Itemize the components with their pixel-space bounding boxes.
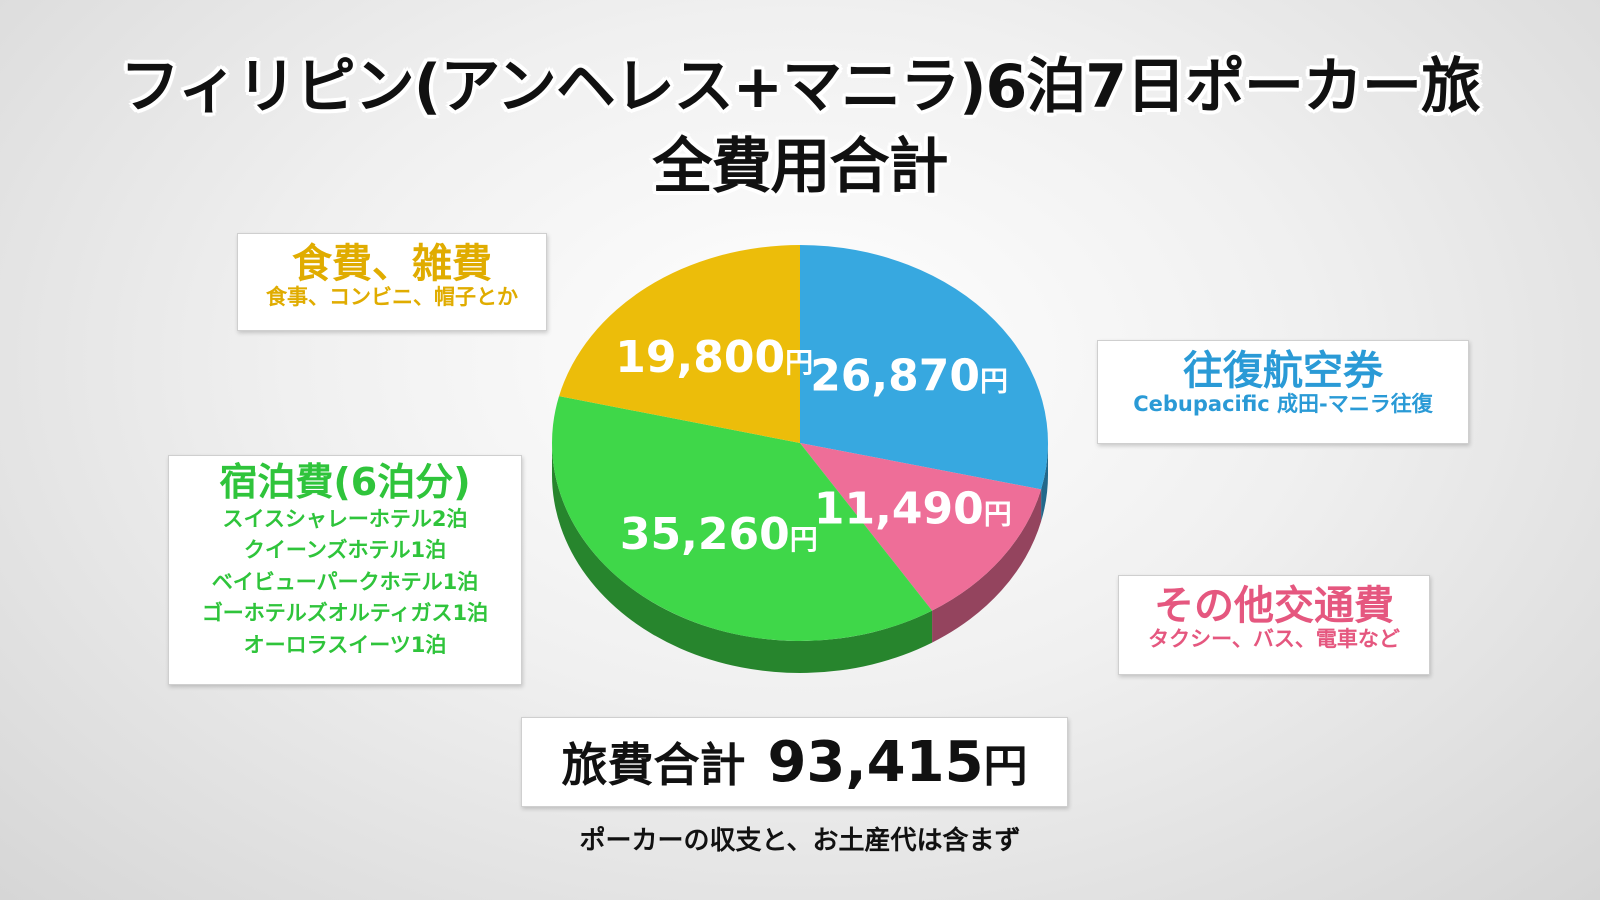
hotel-item: ゴーホテルズオルティガス1泊 [201, 601, 489, 626]
pie-slice [559, 245, 800, 443]
label-flight-title: 往復航空券 [1183, 348, 1383, 394]
hotel-item: ベイビューパークホテル1泊 [211, 569, 479, 594]
slice-value-label: 26,870円 [810, 350, 1008, 401]
pie-side-segment [932, 489, 1042, 643]
total-value: 93,415 [767, 729, 984, 795]
label-transport-title: その他交通費 [1154, 583, 1394, 629]
slice-value-label: 35,260円 [620, 509, 818, 560]
footnote: ポーカーの収支と、お土産代は含まず [579, 826, 1021, 856]
label-flight: 往復航空券 Cebupacific 成田-マニラ往復 [1097, 340, 1469, 444]
label-food-title: 食費、雑費 [292, 241, 492, 287]
total-unit: 円 [983, 741, 1028, 792]
chart-title: フィリピン(アンヘレス+マニラ)6泊7日ポーカー旅 [119, 52, 1481, 122]
total-box: 旅費合計 93,415 円 [521, 717, 1068, 807]
label-flight-sub: Cebupacific 成田-マニラ往復 [1133, 392, 1433, 416]
pie-side-segment [552, 443, 933, 673]
label-transport-sub: タクシー、バス、電車など [1148, 627, 1400, 651]
slice-value-label: 11,490円 [814, 484, 1012, 535]
chart-subtitle: 全費用合計 [652, 132, 949, 202]
hotel-item: スイスシャレーホテル2泊 [222, 506, 468, 531]
hotel-item: クイーンズホテル1泊 [243, 538, 447, 563]
label-food-sub: 食事、コンビニ、帽子とか [266, 285, 518, 309]
pie-slice [552, 396, 933, 641]
total-label: 旅費合計 [561, 738, 746, 792]
label-transport: その他交通費 タクシー、バス、電車など [1118, 575, 1430, 675]
slice-value-label: 19,800円 [615, 332, 813, 383]
pie-side-segment [1041, 443, 1048, 522]
label-food: 食費、雑費 食事、コンビニ、帽子とか [237, 233, 547, 331]
label-hotel: 宿泊費(6泊分) スイスシャレーホテル2泊 クイーンズホテル1泊 ベイビューパー… [168, 455, 522, 685]
label-hotel-title: 宿泊費(6泊分) [219, 460, 471, 504]
hotel-item: オーロラスイーツ1泊 [243, 632, 447, 657]
pie-slice [800, 443, 1042, 611]
pie-side [552, 443, 1048, 673]
pie-slice [800, 245, 1048, 490]
